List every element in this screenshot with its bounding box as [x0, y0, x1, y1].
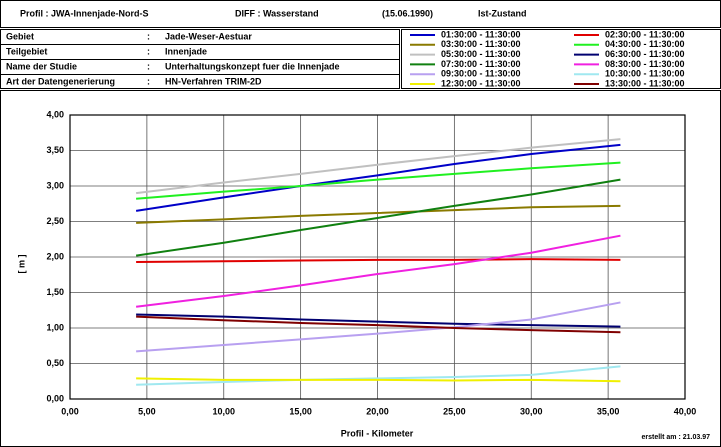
series-line — [136, 161, 621, 200]
y-tick-label: 4,00 — [46, 109, 64, 119]
series-line — [136, 313, 621, 328]
y-tick-label: 2,50 — [46, 216, 64, 226]
info-label: Name der Studie — [6, 61, 77, 71]
y-tick-label: 3,00 — [46, 180, 64, 190]
info-value: Innenjade — [165, 46, 207, 56]
x-tick-label: 30,00 — [520, 406, 543, 416]
header-profil: Profil : JWA-Innenjade-Nord-S — [20, 8, 149, 18]
legend-label: 09:30:00 - 11:30:00 — [441, 69, 521, 79]
series-line — [136, 365, 621, 386]
x-tick-label: 5,00 — [138, 406, 156, 416]
series-line — [135, 234, 621, 308]
info-value: HN-Verfahren TRIM-2D — [165, 76, 262, 86]
x-tick-label: 20,00 — [366, 406, 389, 416]
x-tick-label: 25,00 — [443, 406, 466, 416]
series-line — [136, 377, 621, 383]
series-line — [135, 138, 621, 195]
footer-date: erstellt am : 21.03.97 — [642, 434, 711, 441]
x-tick-label: 0,00 — [61, 406, 79, 416]
info-label: Art der Datengenerierung — [6, 76, 115, 86]
series-line — [136, 204, 621, 224]
info-separator: : — [147, 61, 150, 71]
series-line — [136, 315, 621, 334]
series-line — [136, 258, 621, 263]
y-tick-label: 0,00 — [46, 393, 64, 403]
header-state: Ist-Zustand — [478, 8, 527, 18]
info-separator: : — [147, 31, 150, 41]
y-tick-label: 2,00 — [46, 251, 64, 261]
info-value: Unterhaltungskonzept fuer die Innenjade — [165, 61, 340, 71]
info-value: Jade-Weser-Aestuar — [165, 31, 252, 41]
legend-label: 13:30:00 - 11:30:00 — [605, 78, 685, 88]
legend-label: 01:30:00 - 11:30:00 — [441, 29, 521, 39]
legend-label: 03:30:00 - 11:30:00 — [441, 39, 521, 49]
y-tick-label: 1,00 — [46, 322, 64, 332]
series-line — [135, 143, 621, 212]
legend-label: 07:30:00 - 11:30:00 — [441, 59, 521, 69]
plot-frame — [69, 114, 686, 400]
x-axis-label: Profil - Kilometer — [341, 428, 414, 438]
series-line — [136, 301, 621, 353]
legend-label: 08:30:00 - 11:30:00 — [605, 59, 685, 69]
info-separator: : — [147, 76, 150, 86]
info-label: Gebiet — [6, 31, 34, 41]
y-axis-label: [ m ] — [16, 254, 26, 273]
series-line — [135, 178, 621, 257]
legend-label: 04:30:00 - 11:30:00 — [605, 39, 685, 49]
y-tick-label: 0,50 — [46, 358, 64, 368]
y-tick-label: 1,50 — [46, 287, 64, 297]
legend-label: 06:30:00 - 11:30:00 — [605, 49, 685, 59]
info-separator: : — [147, 46, 150, 56]
legend-label: 12:30:00 - 11:30:00 — [441, 78, 521, 88]
x-tick-label: 35,00 — [597, 406, 620, 416]
info-label: Teilgebiet — [6, 46, 47, 56]
legend-label: 05:30:00 - 11:30:00 — [441, 49, 521, 59]
chart-frame — [0, 90, 721, 447]
x-tick-label: 15,00 — [289, 406, 312, 416]
y-tick-label: 3,50 — [46, 145, 64, 155]
x-tick-label: 40,00 — [674, 406, 697, 416]
legend-label: 02:30:00 - 11:30:00 — [605, 29, 685, 39]
header-diff: DIFF : Wasserstand — [235, 8, 319, 18]
header-date: (15.06.1990) — [382, 8, 433, 18]
x-tick-label: 10,00 — [212, 406, 235, 416]
legend-label: 10:30:00 - 11:30:00 — [605, 69, 685, 79]
